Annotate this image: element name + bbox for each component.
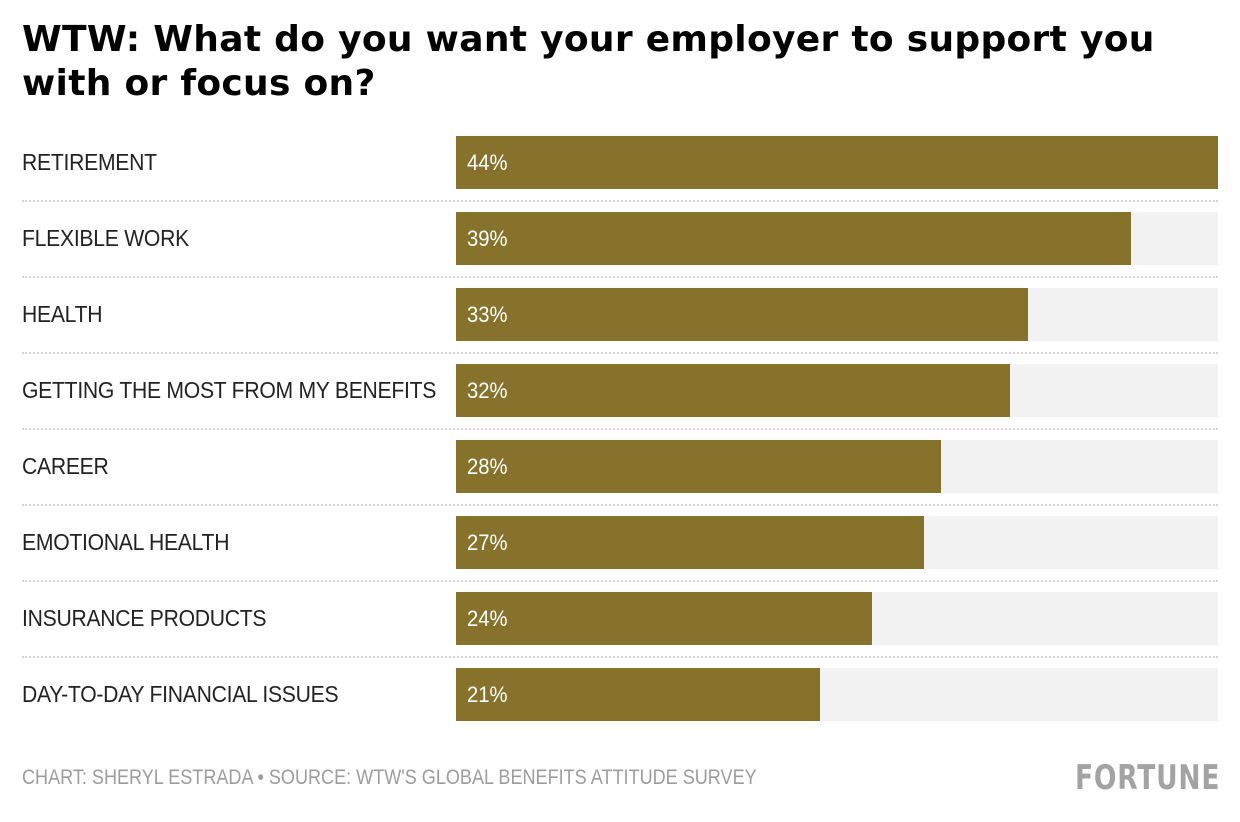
row-divider <box>22 200 1218 202</box>
value-label: 21% <box>467 682 508 707</box>
category-label: FLEXIBLE WORK <box>22 225 189 251</box>
value-label: 28% <box>467 454 508 479</box>
row-divider <box>22 352 1218 354</box>
bar <box>456 364 1010 417</box>
row-divider <box>22 428 1218 430</box>
row-divider <box>22 580 1218 582</box>
source-credit: CHART: SHERYL ESTRADA • SOURCE: WTW'S GL… <box>22 766 757 789</box>
value-label: 39% <box>467 226 508 251</box>
bar-track: 44% <box>456 136 1218 189</box>
bar <box>456 288 1028 341</box>
bar-track: 28% <box>456 440 1218 493</box>
row-divider <box>22 504 1218 506</box>
category-label: DAY-TO-DAY FINANCIAL ISSUES <box>22 681 339 707</box>
bar-row: GETTING THE MOST FROM MY BENEFITS 32% <box>0 364 1240 417</box>
row-divider <box>22 276 1218 278</box>
category-label: CAREER <box>22 453 109 479</box>
fortune-logo: FORTUNE <box>1074 758 1220 798</box>
value-label: 24% <box>467 606 508 631</box>
bar-row: RETIREMENT 44% <box>0 136 1240 189</box>
category-label: RETIREMENT <box>22 149 157 175</box>
bar-track: 21% <box>456 668 1218 721</box>
value-label: 27% <box>467 530 508 555</box>
bar <box>456 592 872 645</box>
bar <box>456 440 941 493</box>
value-label: 32% <box>467 378 508 403</box>
row-divider <box>22 656 1218 658</box>
bar <box>456 136 1218 189</box>
category-label: HEALTH <box>22 301 103 327</box>
value-label: 44% <box>467 150 508 175</box>
chart-title: WTW: What do you want your employer to s… <box>22 19 1155 104</box>
bar-track: 32% <box>456 364 1218 417</box>
bar-row: HEALTH 33% <box>0 288 1240 341</box>
bar-track: 39% <box>456 212 1218 265</box>
category-label: GETTING THE MOST FROM MY BENEFITS <box>22 377 437 403</box>
bar-row: INSURANCE PRODUCTS 24% <box>0 592 1240 645</box>
bar-row: DAY-TO-DAY FINANCIAL ISSUES 21% <box>0 668 1240 721</box>
bar <box>456 668 820 721</box>
bar <box>456 516 924 569</box>
bar <box>456 212 1131 265</box>
bar-row: EMOTIONAL HEALTH 27% <box>0 516 1240 569</box>
value-label: 33% <box>467 302 508 327</box>
bar-track: 33% <box>456 288 1218 341</box>
bar-row: CAREER 28% <box>0 440 1240 493</box>
bar-row: FLEXIBLE WORK 39% <box>0 212 1240 265</box>
category-label: EMOTIONAL HEALTH <box>22 529 230 555</box>
bar-track: 24% <box>456 592 1218 645</box>
category-label: INSURANCE PRODUCTS <box>22 605 267 631</box>
bar-track: 27% <box>456 516 1218 569</box>
